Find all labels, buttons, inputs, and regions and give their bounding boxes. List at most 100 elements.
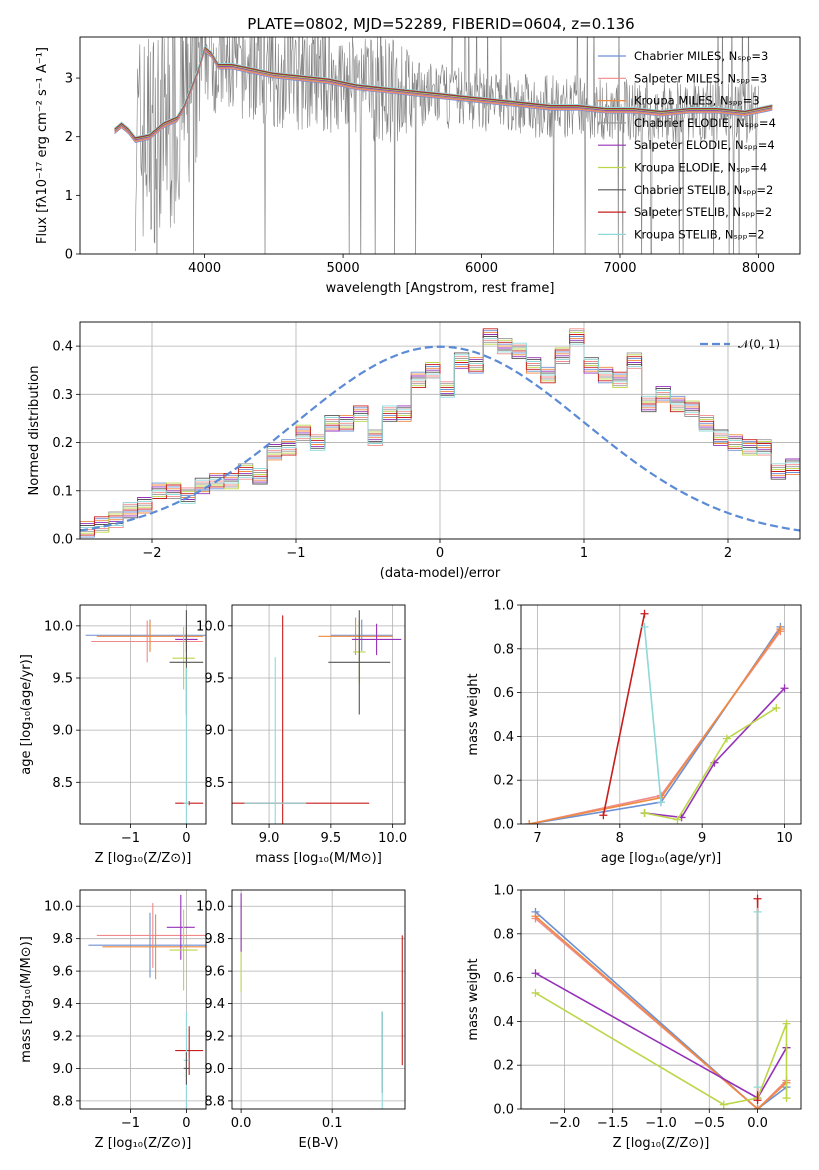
legend-label: Kroupa MILES, Nₛₚₚ=3 — [634, 94, 760, 108]
legend-label: 𝒩(0, 1) — [738, 337, 780, 351]
mass-weight-marker — [722, 734, 731, 743]
mass-vs-ebv-xtick-label: 0.1 — [322, 1116, 343, 1131]
weight-vs-age-xtick-label: 8 — [616, 831, 624, 846]
mass-weight-marker — [531, 988, 540, 997]
weight-vs-z-plot-area — [521, 890, 801, 1109]
mass-vs-z-plot-area — [80, 890, 206, 1109]
mass-weight-marker — [719, 1100, 728, 1109]
weight-vs-z-ytick-label: 1.0 — [493, 884, 514, 899]
mass-vs-ebv-ytick-label: 9.2 — [204, 1030, 225, 1045]
age-vs-z-plot-area — [80, 605, 206, 824]
age-vs-z-xlabel: Z [log₁₀(Z/Z⊙)] — [95, 851, 192, 866]
weight-vs-z-ytick-label: 0.6 — [493, 971, 514, 986]
residuals-xtick-label: 0 — [436, 546, 444, 561]
mass-vs-ebv-ytick-label: 9.0 — [204, 1062, 225, 1077]
weight-vs-z-xtick-label: −1.5 — [597, 1116, 629, 1131]
mass-weight-marker — [772, 703, 781, 712]
mass-weight-line — [534, 911, 787, 1109]
spectrum-xlabel: wavelength [Angstrom, rest frame] — [326, 281, 555, 296]
weight-vs-age-ylabel: mass weight — [466, 673, 481, 755]
age-vs-mass-ytick-label: 10.0 — [196, 619, 225, 634]
mass-vs-z-ytick-label: 9.0 — [52, 1062, 73, 1077]
mass-weight-marker — [657, 798, 665, 807]
legend-label: Kroupa STELIB, Nₛₚₚ=2 — [634, 227, 765, 241]
mass-weight-marker — [640, 609, 649, 618]
residuals-xtick-label: −2 — [142, 546, 161, 561]
mass-vs-z-xlabel: Z [log₁₀(Z/Z⊙)] — [95, 1136, 192, 1151]
mass-weight-marker — [753, 1105, 762, 1109]
mass-weight-marker — [782, 1019, 791, 1028]
age-vs-z-ytick-label: 9.5 — [52, 672, 73, 687]
residuals-ytick-label: 0.3 — [52, 388, 73, 403]
mass-weight-marker — [776, 625, 785, 634]
mass-weight-marker — [753, 894, 762, 903]
model-spectrum-line — [114, 45, 773, 138]
mass-weight-marker — [599, 811, 608, 820]
model-spectrum-line — [114, 47, 773, 141]
mass-weight-line — [644, 707, 777, 821]
mass-weight-marker — [782, 1094, 791, 1103]
mass-vs-z-xtick-label: −1 — [121, 1116, 140, 1131]
mass-vs-z-ylabel: mass [log₁₀(M/M⊙)] — [19, 936, 34, 1063]
model-spectrum-line — [114, 50, 773, 143]
mass-weight-line — [529, 630, 782, 824]
normal-curve-line — [80, 345, 800, 532]
weight-vs-age-xtick-label: 7 — [533, 831, 541, 846]
residuals-xtick-label: 2 — [724, 546, 732, 561]
figure-title: PLATE=0802, MJD=52289, FIBERID=0604, z=0… — [247, 15, 634, 33]
mass-weight-marker — [780, 684, 789, 693]
legend-label: Chabrier MILES, Nₛₚₚ=3 — [634, 49, 768, 63]
age-vs-mass-xlabel: mass [log₁₀(M/M⊙)] — [255, 851, 382, 866]
age-vs-mass-ytick-label: 8.5 — [204, 776, 225, 791]
weight-vs-z-frame — [520, 889, 802, 1110]
weight-vs-z-xtick-label: −2.0 — [549, 1116, 581, 1131]
age-vs-z-ylabel: age [log₁₀(age/yr)] — [19, 654, 34, 775]
model-spectrum-line — [114, 48, 773, 141]
age-vs-z-ytick-label: 9.0 — [52, 724, 73, 739]
weight-vs-z-ytick-label: 0.0 — [493, 1103, 514, 1118]
spectrum-ytick-label: 0 — [65, 248, 73, 263]
mass-weight-line — [534, 915, 788, 1109]
residual-histogram-step — [80, 337, 800, 528]
weight-vs-age-xlabel: age [log₁₀(age/yr)] — [601, 851, 722, 866]
mass-vs-z-ytick-label: 10.0 — [44, 900, 73, 915]
legend-label: Chabrier ELODIE, Nₛₚₚ=4 — [634, 116, 776, 130]
age-vs-mass-xtick-label: 9.5 — [321, 831, 342, 846]
weight-vs-age-ytick-label: 0.6 — [493, 686, 514, 701]
weight-vs-age-ytick-label: 0.8 — [493, 642, 514, 657]
residuals-ytick-label: 0.0 — [52, 533, 73, 548]
mass-vs-z-ytick-label: 8.8 — [52, 1094, 73, 1109]
age-vs-z-ytick-label: 8.5 — [52, 776, 73, 791]
legend-label: Kroupa ELODIE, Nₛₚₚ=4 — [634, 161, 767, 175]
mass-vs-ebv-xtick-label: 0.0 — [231, 1116, 252, 1131]
age-vs-mass-xtick-label: 9.0 — [259, 831, 280, 846]
mass-vs-z-ytick-label: 9.4 — [52, 997, 73, 1012]
model-spectrum-line — [114, 49, 773, 142]
mass-vs-z-frame — [79, 889, 207, 1110]
weight-vs-age-ytick-label: 1.0 — [493, 599, 514, 614]
age-vs-z-ytick-label: 10.0 — [44, 619, 73, 634]
spectrum-ytick-label: 3 — [65, 72, 73, 87]
legend-label: Chabrier STELIB, Nₛₚₚ=2 — [634, 183, 773, 197]
mass-weight-line — [529, 626, 782, 824]
mass-weight-line — [643, 626, 662, 803]
age-vs-mass-xtick-label: 10.0 — [378, 831, 407, 846]
residuals-xlabel: (data-model)/error — [380, 566, 501, 581]
mass-weight-marker — [525, 820, 534, 824]
spectrum-xtick-label: 7000 — [603, 261, 636, 276]
weight-vs-age-ytick-label: 0.2 — [493, 774, 514, 789]
mass-weight-marker — [673, 815, 682, 824]
age-vs-mass-ytick-label: 9.0 — [204, 724, 225, 739]
weight-vs-age-frame — [520, 604, 802, 825]
mass-vs-z-ytick-label: 9.2 — [52, 1030, 73, 1045]
age-vs-z-frame — [79, 604, 207, 825]
spectrum-xtick-label: 6000 — [465, 261, 498, 276]
residuals-ytick-label: 0.2 — [52, 436, 73, 451]
mass-weight-marker — [753, 1096, 762, 1105]
mass-weight-line — [534, 917, 788, 1109]
mass-vs-z-xtick-label: 0 — [182, 1116, 190, 1131]
model-spectrum-line — [114, 47, 773, 140]
age-vs-mass-ytick-label: 9.5 — [204, 672, 225, 687]
mass-vs-z-ytick-label: 9.6 — [52, 965, 73, 980]
